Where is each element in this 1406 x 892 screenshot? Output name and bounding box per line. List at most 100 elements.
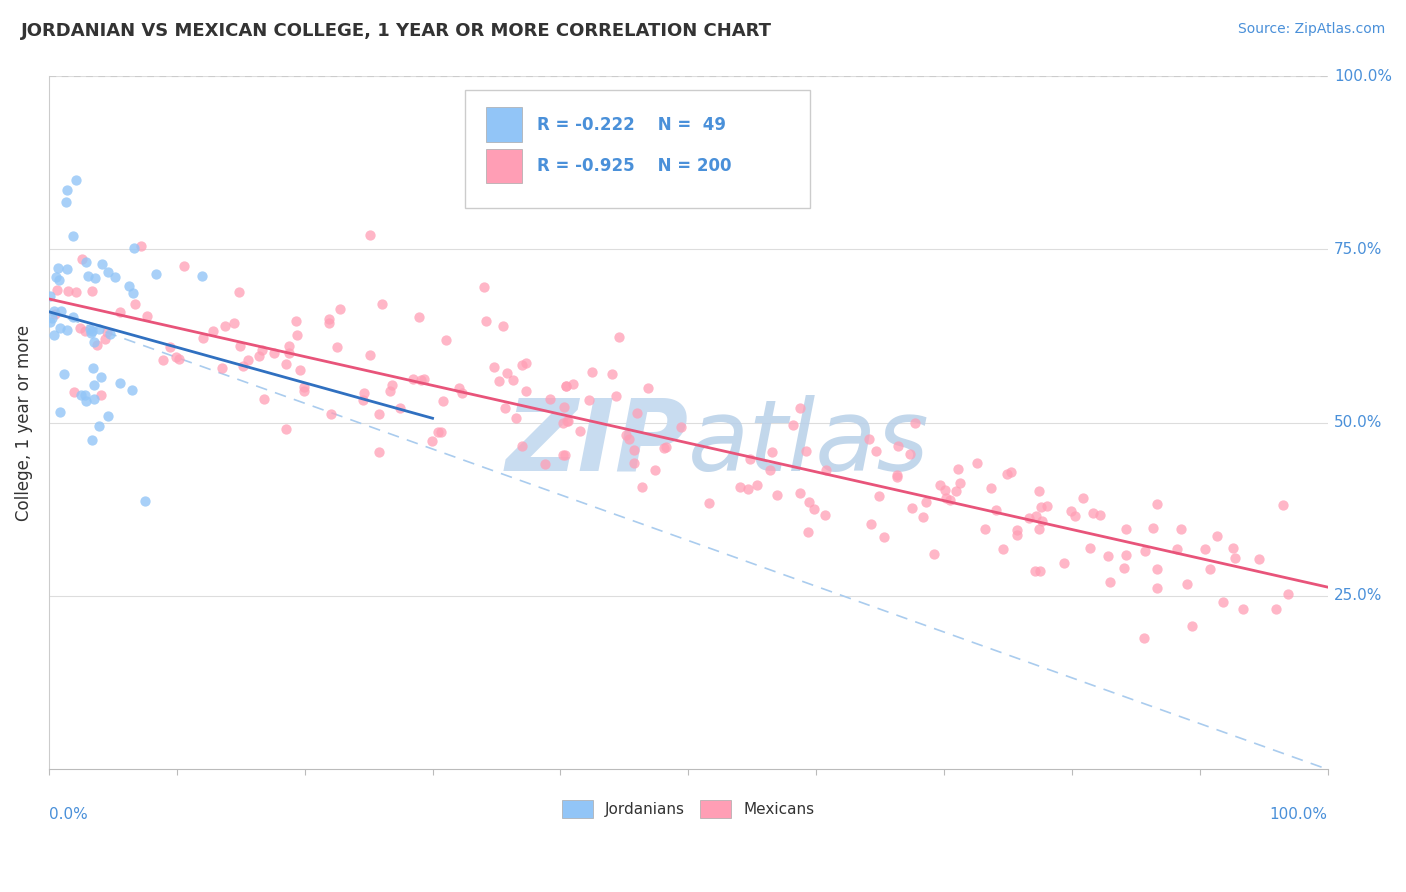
Point	[55, 261, 77, 276]
Point	[605, 389, 627, 403]
Point	[62, 310, 84, 324]
Point	[292, 380, 315, 394]
Point	[83, 392, 105, 407]
Point	[1029, 500, 1052, 514]
Point	[44, 327, 66, 342]
Point	[623, 457, 645, 471]
Point	[360, 348, 382, 362]
Point	[278, 339, 301, 353]
Point	[229, 339, 252, 353]
Point	[557, 415, 579, 429]
Point	[789, 401, 811, 416]
Point	[65, 285, 87, 299]
Point	[432, 394, 454, 409]
Point	[644, 463, 666, 477]
Point	[914, 495, 936, 509]
Point	[427, 425, 450, 439]
Point	[860, 517, 883, 532]
Point	[555, 378, 578, 392]
Point	[214, 318, 236, 333]
Point	[100, 327, 122, 342]
Point	[263, 346, 285, 360]
Text: 25.0%: 25.0%	[1334, 589, 1382, 604]
Point	[73, 388, 96, 402]
Point	[1146, 497, 1168, 511]
Point	[1272, 498, 1295, 512]
Point	[815, 463, 838, 477]
Point	[247, 349, 270, 363]
Point	[1232, 601, 1254, 615]
Point	[515, 356, 537, 370]
Point	[555, 414, 578, 428]
Point	[90, 370, 112, 384]
Point	[48, 321, 70, 335]
Point	[551, 448, 574, 462]
Point	[96, 265, 118, 279]
Point	[277, 346, 299, 360]
Point	[934, 483, 956, 497]
Point	[797, 524, 820, 539]
Point	[929, 478, 952, 492]
Point	[482, 360, 505, 375]
Point	[1053, 556, 1076, 570]
Point	[69, 320, 91, 334]
Point	[934, 491, 956, 506]
Point	[671, 420, 693, 434]
Point	[912, 509, 935, 524]
Point	[80, 326, 103, 341]
Point	[145, 267, 167, 281]
Point	[515, 384, 537, 399]
Point	[329, 301, 352, 316]
Point	[568, 425, 591, 439]
Point	[886, 470, 908, 484]
Point	[70, 252, 93, 266]
Point	[108, 305, 131, 319]
Point	[159, 340, 181, 354]
Text: R = -0.925    N = 200: R = -0.925 N = 200	[537, 157, 733, 175]
Point	[510, 358, 533, 372]
Point	[617, 432, 640, 446]
Point	[75, 393, 97, 408]
Point	[984, 503, 1007, 517]
Text: 100.0%: 100.0%	[1270, 807, 1327, 822]
Point	[614, 428, 637, 442]
Point	[62, 229, 84, 244]
Y-axis label: College, 1 year or more: College, 1 year or more	[15, 325, 32, 521]
Point	[90, 387, 112, 401]
Point	[1277, 587, 1299, 601]
Point	[886, 468, 908, 483]
Point	[430, 425, 453, 439]
Point	[1206, 529, 1229, 543]
Point	[420, 434, 443, 448]
Point	[39, 316, 62, 330]
Point	[1071, 491, 1094, 505]
Point	[898, 447, 921, 461]
Point	[129, 239, 152, 253]
Point	[80, 284, 103, 298]
Point	[789, 486, 811, 500]
Point	[121, 285, 143, 300]
Point	[799, 494, 821, 508]
Point	[191, 269, 214, 284]
Point	[554, 379, 576, 393]
FancyBboxPatch shape	[486, 107, 522, 142]
Point	[228, 285, 250, 300]
Point	[973, 522, 995, 536]
Point	[1170, 522, 1192, 536]
Text: Source: ZipAtlas.com: Source: ZipAtlas.com	[1237, 22, 1385, 37]
Text: ZIP: ZIP	[505, 395, 689, 492]
Point	[1097, 549, 1119, 563]
Point	[253, 392, 276, 406]
Point	[89, 322, 111, 336]
Point	[84, 271, 107, 285]
Point	[945, 483, 967, 498]
Point	[1146, 582, 1168, 596]
Point	[56, 284, 79, 298]
Point	[553, 416, 575, 430]
Point	[868, 489, 890, 503]
Point	[370, 297, 392, 311]
Point	[505, 410, 527, 425]
Point	[766, 488, 789, 502]
Point	[39, 289, 62, 303]
Point	[581, 365, 603, 379]
